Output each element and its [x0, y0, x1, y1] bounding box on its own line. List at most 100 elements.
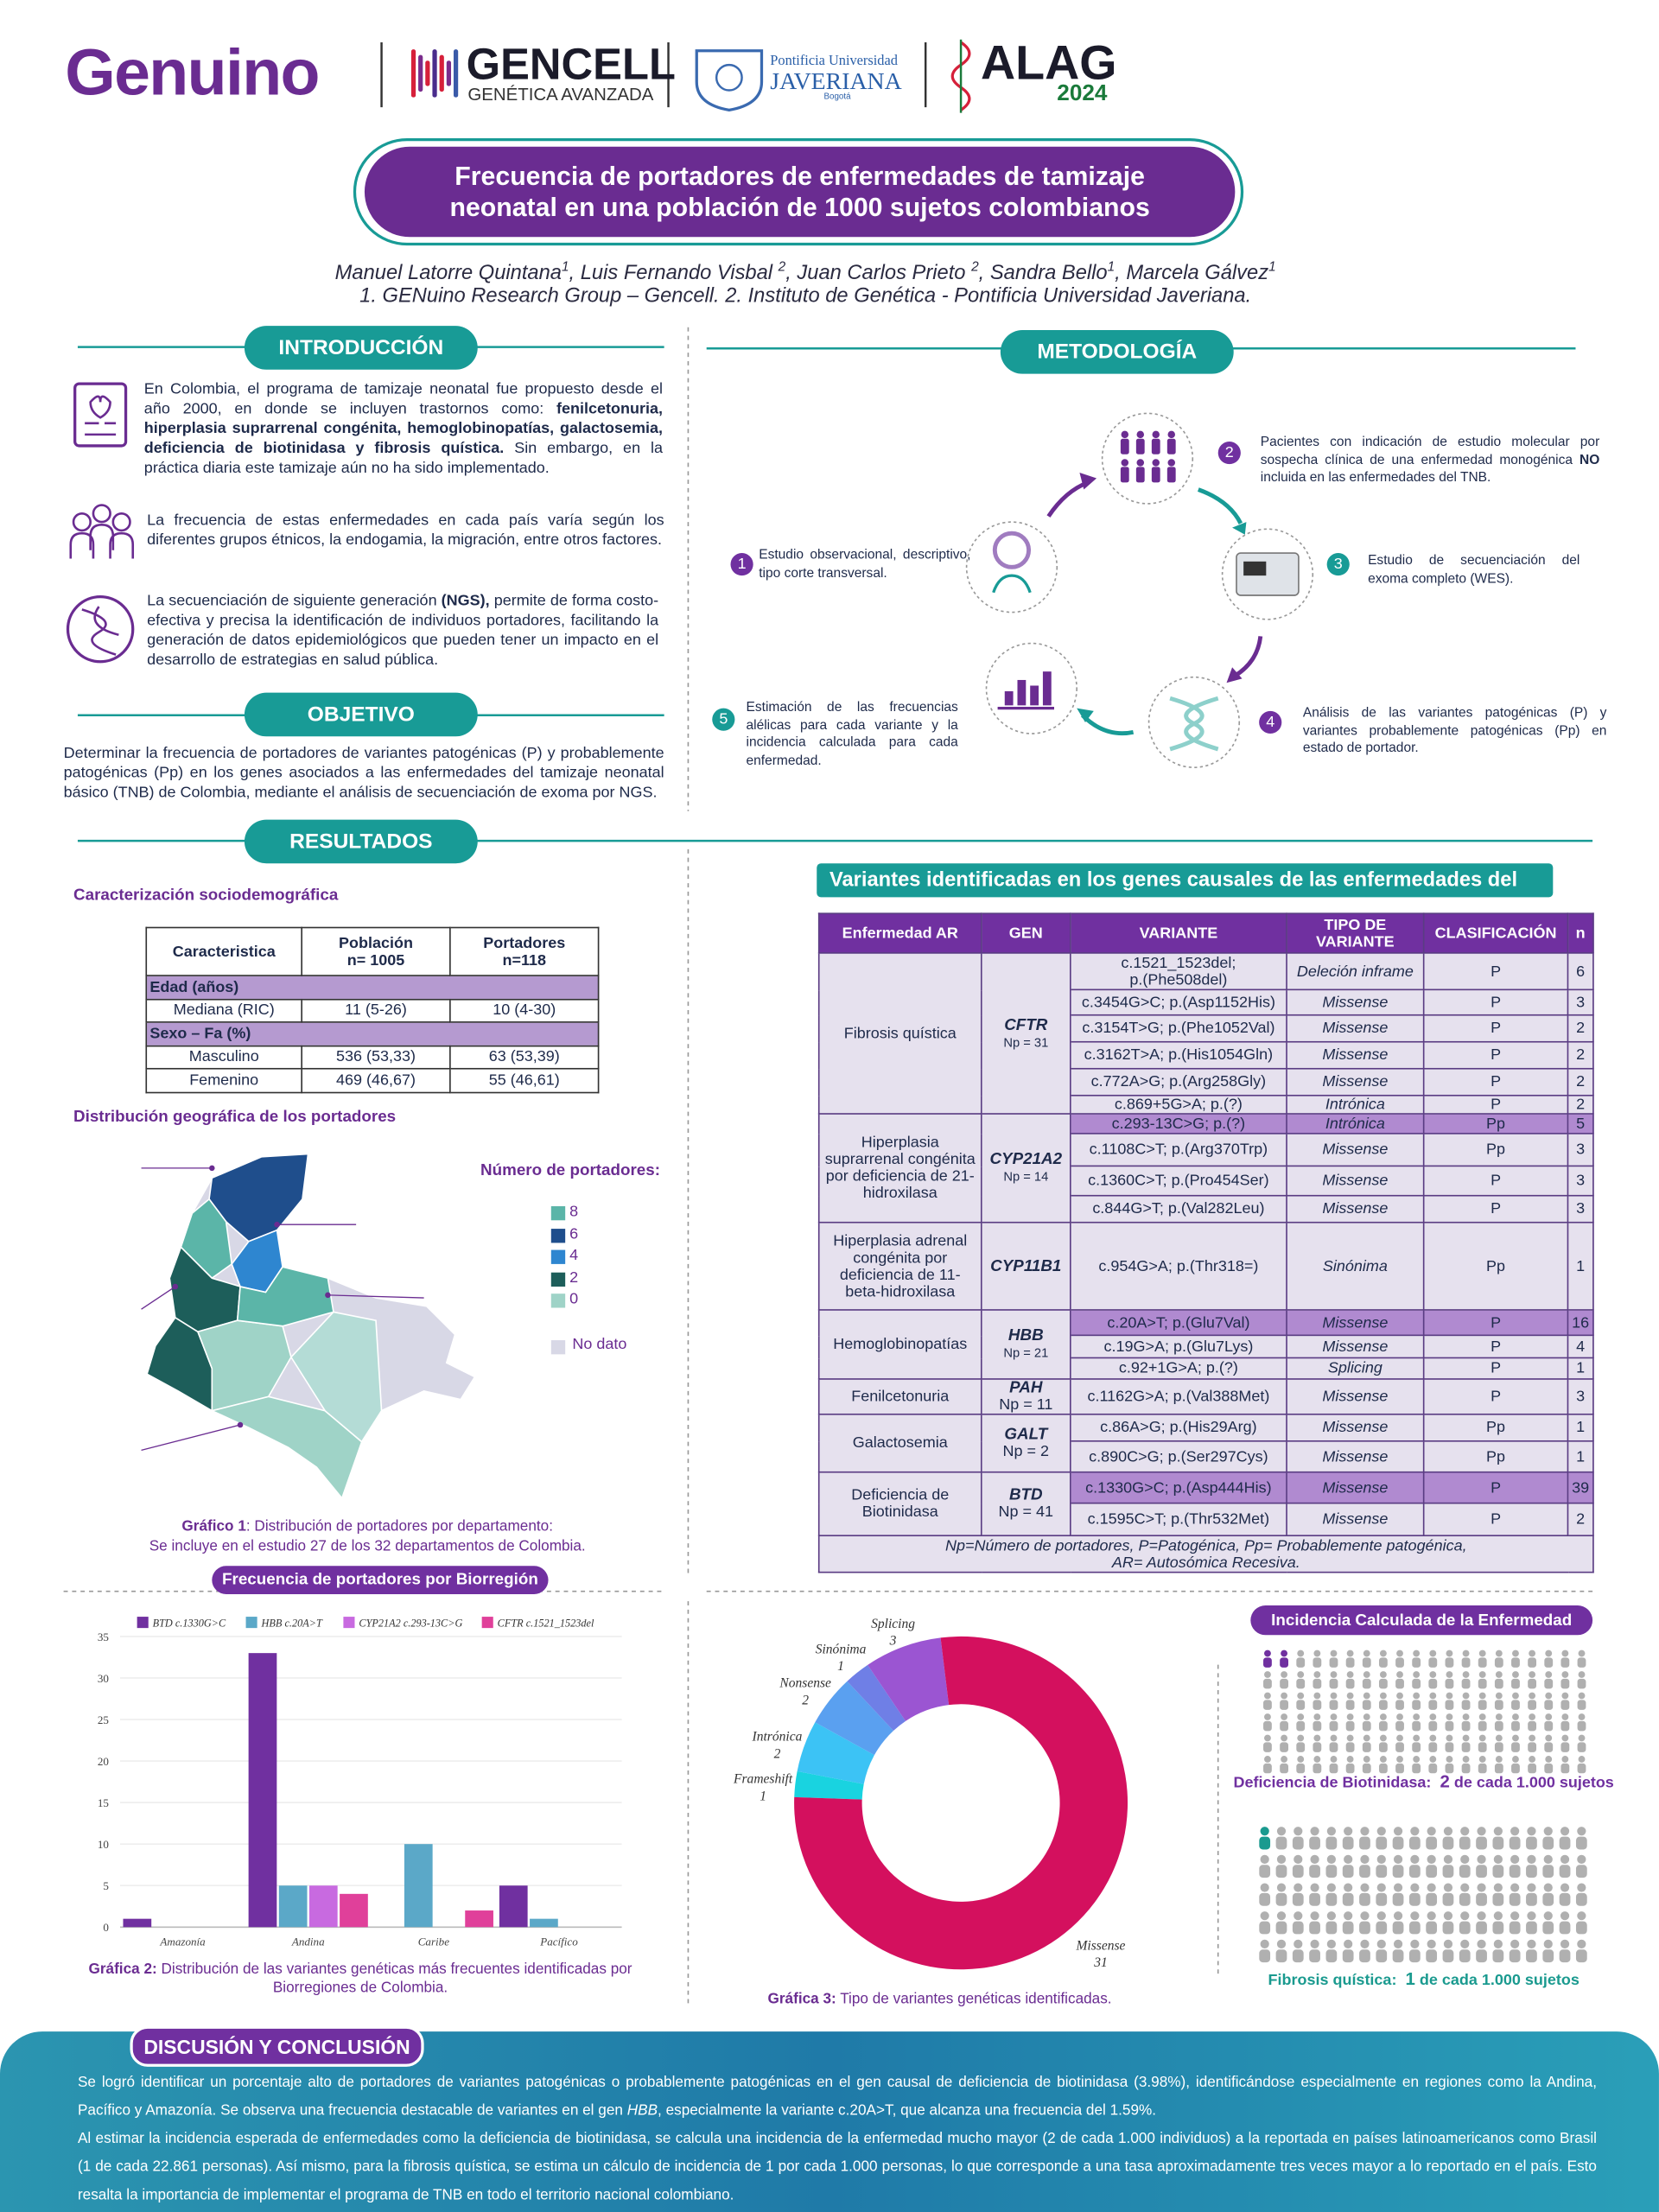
- logo-javeriana-city: Bogotá: [823, 92, 851, 102]
- person-body: [1345, 1678, 1355, 1689]
- person-head: [1310, 1883, 1319, 1892]
- n-cell: 3: [1567, 1194, 1594, 1224]
- person-body: [1577, 1742, 1586, 1752]
- disease-cell: Hemoglobinopatías: [817, 1309, 982, 1380]
- person-icon: [1526, 1854, 1537, 1878]
- class-cell: P: [1422, 1502, 1569, 1537]
- icon-search: [992, 531, 1032, 569]
- logo-javeriana-top: Pontificia Universidad: [770, 54, 898, 70]
- person-body: [1280, 1742, 1288, 1752]
- person-body: [1313, 1700, 1322, 1710]
- person-head: [1477, 1939, 1486, 1948]
- person-head: [1512, 1649, 1519, 1657]
- person-icon: [1329, 1756, 1338, 1774]
- person-head: [1297, 1649, 1305, 1657]
- gene-cell: HBB Np = 21: [980, 1309, 1071, 1380]
- person-icon: [1560, 1734, 1570, 1752]
- person-head: [1495, 1756, 1503, 1763]
- person-head: [1396, 1692, 1403, 1700]
- slice-value: 2: [802, 1693, 809, 1707]
- person-head: [1561, 1649, 1569, 1657]
- class-cell: Pp: [1422, 1440, 1569, 1473]
- person-icon: [1392, 1911, 1404, 1935]
- person-icon: [1528, 1756, 1537, 1774]
- person-body: [1442, 1892, 1454, 1906]
- person-icon: [1560, 1692, 1570, 1710]
- class-cell: P: [1422, 1165, 1569, 1197]
- icon-person: [1151, 467, 1160, 483]
- person-icon: [1362, 1692, 1371, 1710]
- person-body: [1412, 1657, 1421, 1668]
- logo-helix: [950, 41, 971, 111]
- person-head: [1543, 1854, 1553, 1864]
- person-body: [1577, 1720, 1586, 1732]
- person-body: [1560, 1742, 1570, 1752]
- person-body: [1559, 1921, 1571, 1935]
- variant-cell: c.869+5G>A; p.(?): [1069, 1094, 1287, 1115]
- person-icon: [1342, 1854, 1354, 1878]
- person-head: [1529, 1713, 1536, 1720]
- legend-swatch: [550, 1340, 566, 1355]
- person-body: [1296, 1742, 1306, 1752]
- class-cell: Pp: [1422, 1413, 1569, 1442]
- person-head: [1495, 1734, 1503, 1742]
- person-body: [1528, 1763, 1537, 1774]
- person-head: [1527, 1854, 1536, 1864]
- person-head: [1443, 1883, 1453, 1892]
- logo-bar: [439, 54, 444, 92]
- figure-caption: Gráfica 2: Distribución de las variantes…: [64, 1961, 658, 1978]
- map-pin: [172, 1283, 179, 1290]
- gene-np: Np = 41: [998, 1503, 1054, 1522]
- legend-swatch: [343, 1617, 355, 1629]
- person-body: [1395, 1700, 1404, 1710]
- person-head: [1427, 1854, 1436, 1864]
- person-icon: [1412, 1756, 1421, 1774]
- note-line: AR= Autosómica Recesiva.: [1111, 1554, 1300, 1572]
- variant-cell: c.1330G>C; p.(Asp444His): [1069, 1471, 1287, 1504]
- person-head: [1460, 1883, 1470, 1892]
- person-body: [1560, 1720, 1570, 1732]
- icon-people: [69, 531, 95, 559]
- variant-cell: c.1162G>A; p.(Val388Met): [1069, 1378, 1287, 1415]
- person-head: [1276, 1883, 1287, 1892]
- person-body: [1362, 1700, 1371, 1710]
- person-head: [1495, 1692, 1503, 1700]
- icon-person: [1136, 459, 1145, 467]
- text-run: Distribución de las variantes genéticas …: [156, 1961, 632, 1979]
- person-head: [1297, 1734, 1305, 1742]
- type-cell: Missense: [1286, 1440, 1425, 1473]
- person-body: [1426, 1836, 1438, 1850]
- person-icon: [1325, 1827, 1338, 1850]
- person-head: [1429, 1756, 1437, 1763]
- person-icon: [1292, 1827, 1304, 1850]
- text-run: Gráfica 2:: [88, 1961, 157, 1979]
- person-head: [1379, 1756, 1387, 1763]
- person-body: [1325, 1865, 1338, 1878]
- person-head: [1512, 1713, 1519, 1720]
- person-head: [1413, 1756, 1421, 1763]
- person-body: [1280, 1763, 1288, 1774]
- section-title: INTRODUCCIÓN: [244, 326, 478, 370]
- step-text: Estimación de las frecuencias alélicas p…: [746, 699, 958, 769]
- person-icon: [1392, 1883, 1404, 1906]
- person-icon: [1544, 1734, 1554, 1752]
- person-icon: [1275, 1827, 1287, 1850]
- table-row: c.1595C>T; p.(Thr532Met) Missense P 2: [819, 1502, 1594, 1537]
- person-icon: [1362, 1713, 1371, 1732]
- person-head: [1561, 1671, 1569, 1678]
- table-row: Fibrosis quística CFTR Np = 31 c.1521_1523d…: [817, 952, 1594, 1115]
- figure-caption: Gráfico 1: Distribución de portadores po…: [85, 1518, 650, 1535]
- person-body: [1426, 1892, 1438, 1906]
- bar: [499, 1885, 528, 1928]
- person-icon: [1280, 1713, 1288, 1732]
- person-head: [1527, 1883, 1536, 1892]
- person-body: [1378, 1763, 1388, 1774]
- person-icon: [1445, 1649, 1454, 1668]
- person-head: [1429, 1734, 1437, 1742]
- intro-paragraph: La secuenciación de siguiente generación…: [147, 591, 658, 670]
- person-icon: [1329, 1649, 1338, 1668]
- person-body: [1313, 1763, 1322, 1774]
- person-body: [1544, 1742, 1554, 1752]
- step-text: Estudio de secuenciación del exoma compl…: [1368, 553, 1580, 587]
